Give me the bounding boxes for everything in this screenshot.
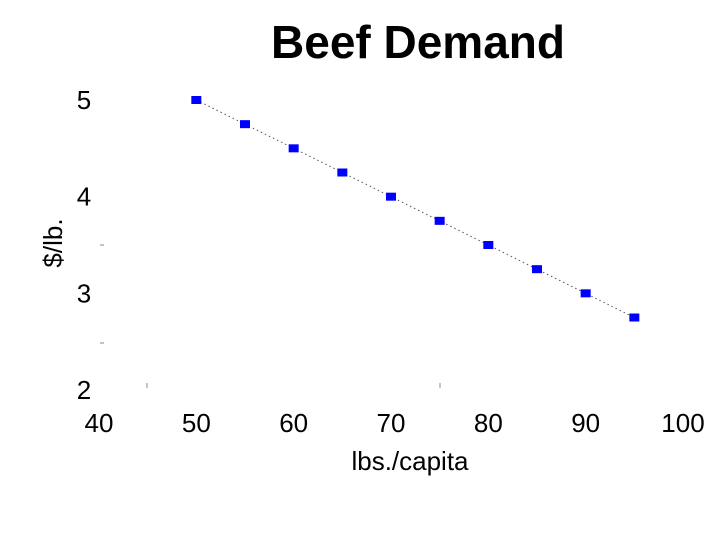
y-tick-labels: 2 3 4 5 — [77, 85, 91, 405]
data-point — [532, 265, 542, 274]
data-point — [240, 120, 250, 129]
x-axis-label: lbs./capita — [351, 446, 469, 476]
x-tick-label: 70 — [377, 408, 406, 438]
data-point — [629, 313, 640, 322]
x-tick-label: 100 — [661, 408, 704, 438]
x-tick-labels: 40 50 60 70 80 90 100 — [85, 408, 705, 438]
series-line — [196, 99, 635, 318]
y-axis-label: $/lb. — [38, 218, 68, 267]
data-point — [288, 144, 299, 153]
data-point — [434, 216, 445, 225]
y-tick-label: 4 — [77, 182, 91, 212]
data-point — [580, 289, 591, 298]
y-tick-label: 2 — [77, 375, 91, 405]
data-point — [483, 241, 494, 249]
x-tick-label: 90 — [571, 408, 600, 438]
x-tick-label: 80 — [474, 408, 503, 438]
chart-title: Beef Demand — [271, 16, 565, 68]
x-tick-label: 40 — [85, 408, 114, 438]
x-tick-label: 60 — [279, 408, 308, 438]
x-tick-label: 50 — [182, 408, 211, 438]
data-point — [337, 168, 348, 177]
data-point — [386, 192, 396, 201]
y-tick-label: 3 — [77, 278, 91, 308]
data-points — [191, 96, 640, 322]
data-point — [191, 96, 202, 104]
y-tick-label: 5 — [77, 85, 91, 115]
minor-tick-marks — [100, 244, 441, 388]
